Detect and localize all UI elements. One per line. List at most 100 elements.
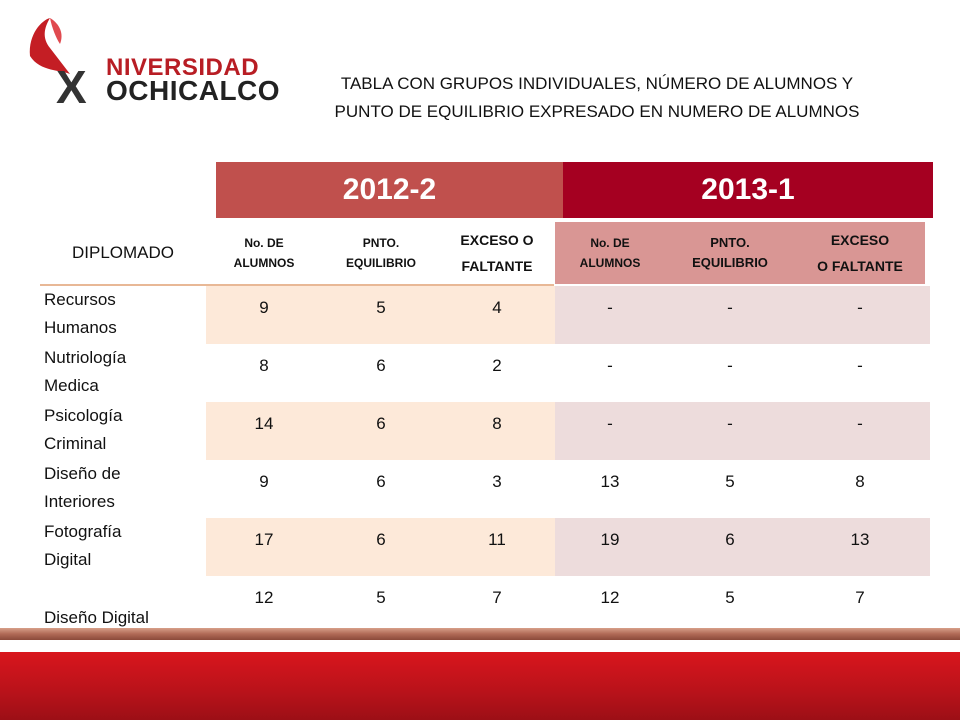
table-cell: 17	[254, 530, 274, 549]
table-cell: 5	[376, 298, 386, 317]
period-header-1: 2012-2	[216, 162, 563, 218]
table-cell: 19	[600, 530, 620, 549]
row-label: Diseño de Interiores	[44, 460, 204, 518]
row-label-line: Digital	[44, 550, 92, 569]
table-cell: 11	[488, 530, 506, 549]
university-logo: X NIVERSIDAD OCHICALCO	[20, 14, 280, 110]
row-label: Psicología Criminal	[44, 402, 204, 460]
table-row: Psicología Criminal 14 6 8 - - -	[40, 402, 930, 460]
row-label-line: Humanos	[44, 318, 117, 337]
header-text: EQUILIBRIO	[345, 256, 416, 270]
row-background-p1	[206, 576, 555, 634]
page-title: TABLA CON GRUPOS INDIVIDUALES, NÚMERO DE…	[272, 70, 922, 126]
row-background-p2	[555, 460, 930, 518]
header-text: EXCESO O	[460, 232, 534, 248]
page-title-line2: PUNTO DE EQUILIBRIO EXPRESADO EN NUMERO …	[334, 102, 860, 121]
header-text: No. DE	[590, 236, 630, 250]
row-background-p1	[206, 402, 555, 460]
row-label: Fotografía Digital	[44, 518, 204, 576]
row-background-p1	[206, 518, 555, 576]
row-label-line: Nutriología	[44, 348, 127, 367]
table-cell: 9	[259, 298, 269, 317]
column-header-p2-alumnos: No. DE ALUMNOS	[555, 222, 665, 284]
header-text: FALTANTE	[461, 258, 533, 274]
table-cell: 5	[376, 588, 386, 607]
logo-swoosh-icon	[29, 18, 71, 74]
page-title-line1: TABLA CON GRUPOS INDIVIDUALES, NÚMERO DE…	[340, 74, 854, 93]
row-background-p2	[555, 576, 930, 634]
table-row: Diseño de Interiores 9 6 3 13 5 8	[40, 460, 930, 518]
row-background-p1	[206, 344, 555, 402]
table-cell: 4	[492, 298, 502, 317]
row-label-line: Criminal	[44, 434, 107, 453]
row-label: Nutriología Medica	[44, 344, 204, 402]
header-text: EXCESO	[830, 232, 890, 248]
table-cell: 6	[725, 530, 735, 549]
row-background-p2	[555, 286, 930, 344]
header-text: PNTO.	[710, 235, 750, 250]
table-cell: 8	[259, 356, 269, 375]
row-label-line: Diseño de	[44, 464, 121, 483]
table-cell: 7	[492, 588, 502, 607]
logo-line1: NIVERSIDAD	[106, 54, 260, 81]
row-background-p1	[206, 286, 555, 344]
column-header-p1-alumnos: No. DE ALUMNOS	[206, 222, 322, 284]
header-divider	[40, 284, 554, 286]
table-cell: 6	[376, 530, 386, 549]
header-text: No. DE	[244, 236, 284, 250]
row-background-p1	[206, 460, 555, 518]
row-background-p2	[555, 344, 930, 402]
table-cell: 8	[492, 414, 502, 433]
row-label-line: Interiores	[44, 492, 115, 511]
row-label-line: Diseño Digital	[44, 608, 149, 627]
column-header-p1-exceso: EXCESO O FALTANTE	[440, 222, 554, 284]
table-cell: 5	[725, 588, 735, 607]
table-cell: 7	[855, 588, 865, 607]
row-label: Recursos Humanos	[44, 286, 204, 344]
row-label-line: Fotografía	[44, 522, 122, 541]
row-label-line: Medica	[44, 376, 99, 395]
period-header-2: 2013-1	[563, 162, 933, 218]
table-cell: -	[607, 356, 613, 375]
table-cell: -	[857, 414, 863, 433]
table-cell: -	[857, 298, 863, 317]
footer-band	[0, 652, 960, 720]
table-cell: -	[607, 298, 613, 317]
table-cell: 6	[376, 472, 386, 491]
header-text: PNTO.	[362, 236, 400, 250]
row-label-line	[44, 576, 204, 604]
header-text: ALUMNOS	[233, 256, 295, 270]
table-cell: 14	[254, 414, 274, 433]
column-header-p2-exceso: EXCESO O FALTANTE	[795, 222, 925, 284]
row-background-p2	[555, 402, 930, 460]
table-cell: -	[727, 298, 733, 317]
table-cell: 9	[259, 472, 269, 491]
table-cell: 6	[376, 414, 386, 433]
row-label-line: Recursos	[44, 290, 116, 309]
table-cell: 6	[376, 356, 386, 375]
table-cell: 12	[254, 588, 274, 607]
footer-line	[0, 628, 960, 640]
table-row: Fotografía Digital 17 6 11 19 6 13	[40, 518, 930, 576]
logo-x-mark: X	[56, 61, 87, 113]
table-cell: 13	[600, 472, 620, 491]
row-label: Diseño Digital	[44, 576, 204, 634]
table-cell: -	[727, 414, 733, 433]
column-header-p2-equilibrio: PNTO. EQUILIBRIO	[665, 222, 795, 284]
table-cell: -	[607, 414, 613, 433]
table-row: Diseño Digital 12 5 7 12 5 7	[40, 576, 930, 634]
table-cell: 8	[855, 472, 865, 491]
header-text: O FALTANTE	[817, 258, 903, 274]
table-cell: -	[857, 356, 863, 375]
column-header-diplomado: DIPLOMADO	[71, 243, 175, 262]
table-cell: 3	[492, 472, 502, 491]
column-header-p1-equilibrio: PNTO. EQUILIBRIO	[322, 222, 440, 284]
table-cell: 12	[600, 588, 620, 607]
table-cell: -	[727, 356, 733, 375]
row-label-line: Psicología	[44, 406, 123, 425]
table-row: Recursos Humanos 9 5 4 - - -	[40, 286, 930, 344]
table-cell: 13	[850, 530, 870, 549]
table-cell: 5	[725, 472, 735, 491]
header-text: EQUILIBRIO	[692, 255, 768, 270]
logo-line2: OCHICALCO	[106, 75, 281, 106]
